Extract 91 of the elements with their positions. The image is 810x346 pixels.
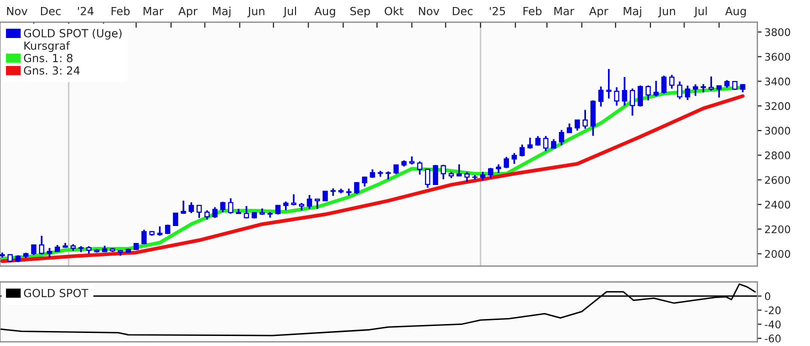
candlestick: [362, 176, 368, 188]
candlestick: [196, 204, 202, 219]
x-tick-label: Maj: [213, 6, 230, 18]
y-tick-label: 0: [764, 292, 770, 300]
candlestick: [661, 74, 667, 94]
legend-label: GOLD SPOT (Uge): [24, 28, 122, 40]
candlestick: [598, 86, 604, 108]
y-tick-label: -40: [764, 320, 781, 328]
candlestick: [520, 144, 525, 158]
x-tick-label: Jul: [283, 6, 296, 18]
y-tick-label: 3600: [765, 52, 790, 61]
candlestick: [188, 201, 194, 214]
candlestick: [630, 88, 636, 116]
legend-label: GOLD SPOT: [24, 288, 88, 298]
x-tick-label: Apr: [589, 7, 608, 18]
y-tick-label: 2600: [765, 176, 790, 184]
candlestick: [440, 164, 446, 180]
x-tick-label: Jun: [247, 7, 264, 18]
y-tick-label: 3000: [765, 126, 790, 135]
candlestick: [614, 86, 620, 107]
candlestick: [180, 200, 186, 215]
x-tick-label: Nov: [419, 7, 440, 16]
candlestick: [157, 226, 162, 237]
candlestick: [684, 84, 690, 101]
y-tick-label: 2200: [765, 225, 790, 234]
x-tick-label: Aug: [725, 7, 746, 18]
candlestick: [543, 135, 548, 152]
candlestick: [574, 119, 580, 132]
x-tick-label: Apr: [178, 7, 198, 18]
x-tick-label: Jul: [694, 6, 707, 18]
y-tick-label: -60: [764, 334, 781, 342]
x-tick-label: Feb: [112, 6, 130, 16]
y-tick-label: 2000: [765, 250, 790, 258]
candlestick: [425, 168, 430, 189]
candlestick: [46, 247, 52, 258]
candlestick: [512, 152, 517, 165]
legend-title: Kursgraf: [24, 41, 70, 52]
y-tick-label: -20: [764, 306, 781, 314]
x-tick-label: Dec: [452, 7, 473, 16]
candlestick: [456, 163, 462, 178]
x-tick-label: Mar: [144, 7, 164, 16]
candlestick: [558, 129, 564, 146]
candlestick: [212, 206, 218, 219]
candlestick: [228, 197, 234, 215]
x-tick-label: '24: [78, 6, 94, 16]
y-tick-label: 2400: [765, 200, 790, 209]
candlestick: [606, 68, 612, 100]
candlestick: [354, 181, 360, 195]
x-tick-label: Dec: [40, 7, 61, 16]
candlestick: [244, 205, 250, 220]
legend-label: Gns. 3: 24: [24, 66, 80, 75]
x-tick-label: Jun: [658, 7, 676, 18]
x-tick-label: Feb: [524, 6, 542, 16]
candlestick: [31, 244, 36, 256]
x-tick-label: '25: [490, 6, 506, 16]
candlestick: [653, 80, 659, 98]
x-tick-label: Mar: [554, 7, 574, 16]
x-tick-label: Okt: [384, 6, 404, 16]
x-tick-label: Maj: [624, 6, 642, 18]
candlestick: [622, 76, 628, 107]
candlestick: [566, 122, 572, 134]
x-tick-label: Aug: [314, 7, 336, 18]
candlestick: [464, 171, 470, 183]
candlestick: [172, 212, 178, 226]
candlestick: [141, 228, 147, 245]
candlestick: [708, 76, 714, 92]
candlestick: [677, 80, 682, 100]
candlestick: [646, 84, 651, 102]
candlestick: [417, 160, 422, 176]
legend-label: Gns. 1: 8: [24, 54, 72, 62]
y-tick-label: 2800: [765, 151, 790, 160]
y-tick-label: 3200: [765, 102, 790, 110]
x-tick-label: Nov: [7, 7, 28, 16]
candlestick: [638, 84, 643, 108]
candlestick: [39, 234, 44, 256]
candlestick: [204, 209, 210, 220]
candlestick: [322, 190, 328, 202]
candlestick: [582, 109, 588, 130]
candlestick: [692, 84, 698, 97]
y-tick-label: 3800: [765, 28, 790, 36]
candlestick: [669, 74, 674, 90]
x-tick-label: Sep: [350, 6, 370, 18]
candlestick: [504, 156, 510, 169]
y-tick-label: 3400: [765, 78, 790, 86]
candlestick: [393, 164, 399, 175]
candlestick: [716, 85, 722, 98]
candlestick: [306, 194, 312, 210]
candlestick: [432, 164, 438, 186]
candlestick: [291, 193, 296, 206]
candlestick: [527, 136, 533, 150]
candlestick: [314, 198, 320, 210]
